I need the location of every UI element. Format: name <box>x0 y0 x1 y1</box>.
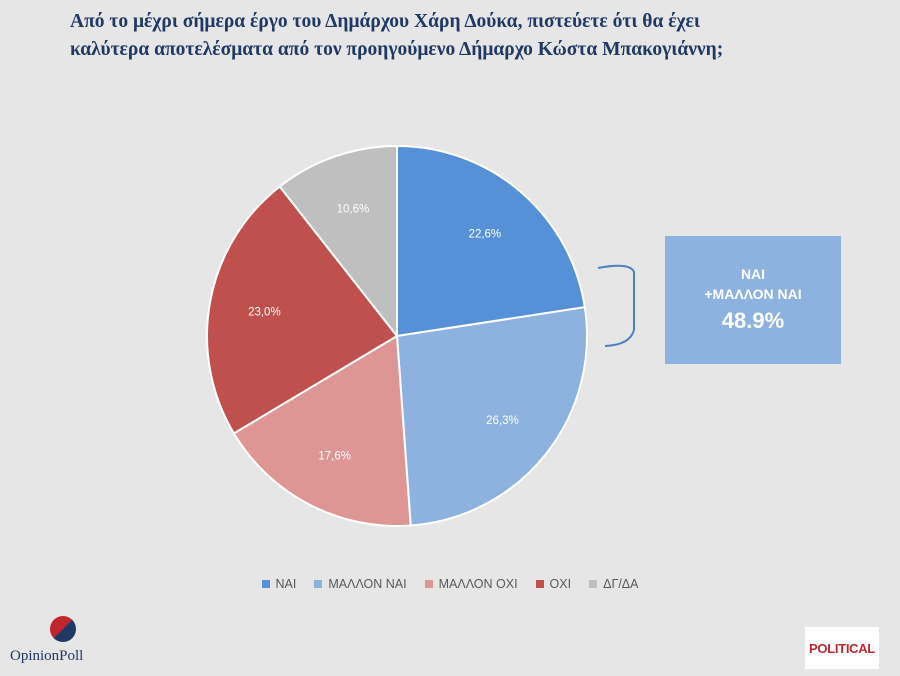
legend-item-5: ΔΓ/ΔΑ <box>589 577 639 591</box>
callout-box: ΝΑΙ +ΜΑΛΛΟΝ ΝΑΙ 48.9% <box>665 236 841 364</box>
legend-swatch-5 <box>589 580 598 588</box>
pie-slice-3 <box>232 334 412 527</box>
opinionpoll-logo-text: OpinionPoll <box>10 648 84 664</box>
pie-slice-1 <box>396 144 586 338</box>
legend-label-4: ΟΧΙ <box>549 577 572 591</box>
opinionpoll-logo: OpinionPoll <box>10 614 110 668</box>
legend-swatch-3 <box>424 580 433 588</box>
slice-label-2: 26,3% <box>486 415 519 427</box>
pie-slice-2 <box>395 306 588 527</box>
legend-label-1: ΝΑΙ <box>275 577 297 591</box>
title-line-2: καλύτερα αποτελέσματα από τον προηγούμεν… <box>70 39 724 60</box>
pie-slice-5 <box>278 144 398 339</box>
legend-swatch-1 <box>261 580 270 588</box>
legend-item-3: ΜΑΛΛΟΝ ΟΧΙ <box>424 577 518 591</box>
slice-label-4: 23,0% <box>248 306 281 318</box>
legend-swatch-2 <box>314 580 323 588</box>
political-logo: POLITICAL <box>805 627 879 669</box>
legend-swatch-4 <box>535 580 544 588</box>
callout-bracket <box>597 264 635 347</box>
chart-title: Από το μέχρι σήμερα έργο του Δημάρχου Χά… <box>70 8 870 64</box>
slice-label-1: 22,6% <box>469 229 502 241</box>
legend-label-3: ΜΑΛΛΟΝ ΟΧΙ <box>438 577 518 591</box>
legend-label-2: ΜΑΛΛΟΝ ΝΑΙ <box>328 577 407 591</box>
legend: ΝΑΙ ΜΑΛΛΟΝ ΝΑΙ ΜΑΛΛΟΝ ΟΧΙ ΟΧΙ ΔΓ/ΔΑ <box>0 577 900 591</box>
political-logo-text: POLITICAL <box>809 640 875 656</box>
title-line-1: Από το μέχρι σήμερα έργο του Δημάρχου Χά… <box>70 11 700 32</box>
callout-value: 48.9% <box>721 308 785 333</box>
legend-item-1: ΝΑΙ <box>261 577 297 591</box>
slice-label-3: 17,6% <box>318 451 351 463</box>
legend-item-2: ΜΑΛΛΟΝ ΝΑΙ <box>314 577 407 591</box>
pie-slice-4 <box>206 185 399 435</box>
legend-label-5: ΔΓ/ΔΑ <box>603 577 639 591</box>
slice-label-5: 10,6% <box>337 203 370 215</box>
callout-line-1: ΝΑΙ <box>740 266 766 282</box>
callout-line-2: +ΜΑΛΛΟΝ ΝΑΙ <box>704 286 802 302</box>
legend-item-4: ΟΧΙ <box>535 577 572 591</box>
opinionpoll-logo-icon <box>50 616 76 642</box>
